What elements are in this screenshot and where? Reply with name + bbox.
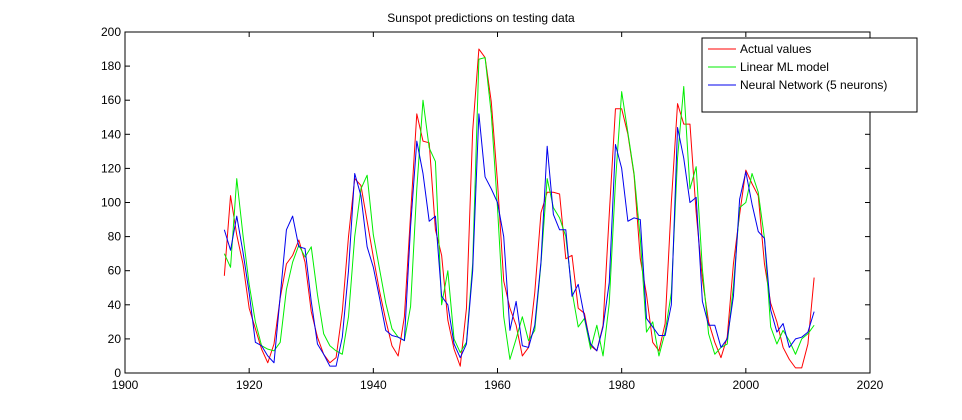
y-tick-label: 60	[108, 264, 122, 278]
y-tick-label: 200	[101, 25, 121, 39]
x-tick-label: 1940	[360, 378, 387, 392]
x-tick-label: 1980	[608, 378, 635, 392]
x-tick-label: 1920	[236, 378, 263, 392]
chart-title: Sunspot predictions on testing data	[387, 11, 575, 25]
legend-label: Neural Network (5 neurons)	[740, 78, 887, 92]
x-tick-label: 1960	[484, 378, 511, 392]
legend-box	[701, 37, 918, 113]
axis-ticks: 1900 1920 1940 1960 1980 2000 2020 0 20 40 60 80 100…	[101, 25, 884, 392]
y-tick-label: 0	[114, 366, 121, 380]
y-tick-label: 160	[101, 93, 121, 107]
series-line-2	[223, 57, 815, 360]
x-tick-label: 2020	[857, 378, 884, 392]
y-tick-label: 40	[108, 298, 122, 312]
series-lines	[223, 48, 815, 369]
y-tick-label: 80	[108, 230, 122, 244]
y-tick-label: 180	[101, 59, 121, 73]
legend-label: Actual values	[740, 42, 811, 56]
series-line-3	[223, 113, 815, 367]
legend: Actual values Linear ML model Neural Netwo…	[701, 37, 918, 113]
legend-label: Linear ML model	[740, 60, 829, 74]
x-tick-label: 1900	[112, 378, 139, 392]
y-tick-label: 100	[101, 196, 121, 210]
series-line-1	[223, 48, 815, 369]
x-tick-label: 2000	[732, 378, 759, 392]
y-tick-label: 120	[101, 161, 121, 175]
y-tick-label: 20	[108, 332, 122, 346]
y-tick-label: 140	[101, 127, 121, 141]
